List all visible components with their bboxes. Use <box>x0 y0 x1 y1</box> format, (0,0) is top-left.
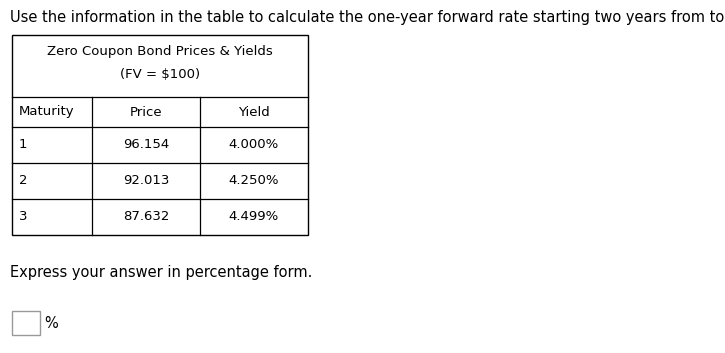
Text: 4.250%: 4.250% <box>229 174 279 187</box>
Text: 3: 3 <box>19 210 28 223</box>
Text: Use the information in the table to calculate the one-year forward rate starting: Use the information in the table to calc… <box>10 10 725 25</box>
Text: 4.499%: 4.499% <box>229 210 279 223</box>
Bar <box>12 35 308 235</box>
Text: 87.632: 87.632 <box>123 210 169 223</box>
Text: 96.154: 96.154 <box>123 138 169 151</box>
Text: 4.000%: 4.000% <box>229 138 279 151</box>
Text: Zero Coupon Bond Prices & Yields: Zero Coupon Bond Prices & Yields <box>47 45 273 58</box>
Text: %: % <box>44 316 58 330</box>
Text: Price: Price <box>130 106 162 119</box>
Text: 92.013: 92.013 <box>123 174 169 187</box>
Text: (FV = $100): (FV = $100) <box>120 68 200 81</box>
Bar <box>12 311 40 335</box>
Text: 2: 2 <box>19 174 28 187</box>
Text: 1: 1 <box>19 138 28 151</box>
Text: Maturity: Maturity <box>19 106 75 119</box>
Text: Yield: Yield <box>238 106 270 119</box>
Text: Express your answer in percentage form.: Express your answer in percentage form. <box>10 265 312 280</box>
